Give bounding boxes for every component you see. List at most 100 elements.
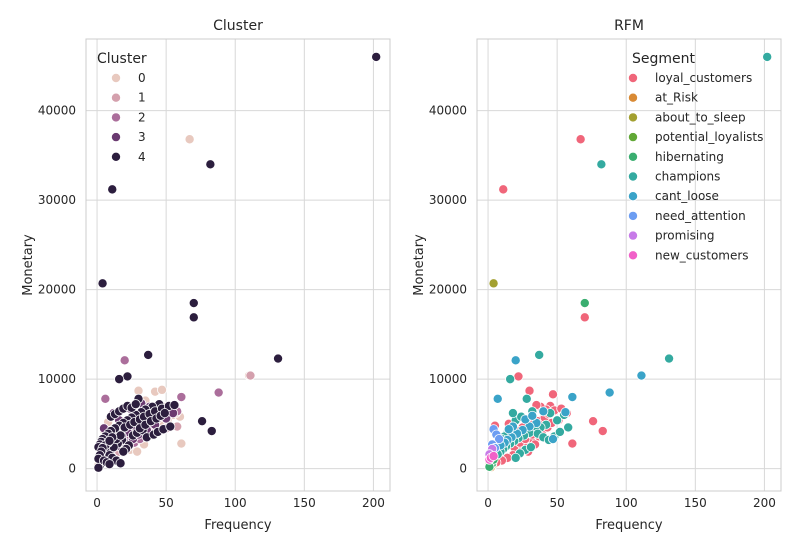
y-tick-label: 20000 bbox=[429, 283, 467, 297]
legend-marker bbox=[628, 171, 639, 182]
data-point bbox=[588, 416, 599, 427]
data-point bbox=[604, 387, 615, 398]
y-tick-label: 30000 bbox=[429, 193, 467, 207]
data-point bbox=[505, 374, 516, 385]
data-point bbox=[114, 374, 125, 385]
data-point bbox=[596, 159, 607, 170]
x-tick-label: 0 bbox=[93, 496, 101, 510]
legend-marker bbox=[628, 210, 639, 221]
data-point bbox=[664, 353, 675, 364]
x-tick-label: 0 bbox=[484, 496, 492, 510]
data-point bbox=[579, 312, 590, 323]
data-point bbox=[498, 184, 509, 195]
y-axis-label: Monetary bbox=[21, 234, 36, 296]
legend-title: Segment bbox=[632, 51, 696, 67]
legend-entry-label: at_Risk bbox=[655, 91, 698, 105]
data-point bbox=[510, 452, 521, 463]
data-point bbox=[188, 312, 199, 323]
y-tick-label: 30000 bbox=[38, 193, 76, 207]
legend-entry-label: need_attention bbox=[655, 209, 746, 223]
legend-title: Cluster bbox=[97, 51, 147, 67]
data-point bbox=[567, 392, 578, 403]
data-point bbox=[104, 459, 115, 470]
y-tick-label: 0 bbox=[459, 462, 467, 476]
data-point bbox=[205, 159, 216, 170]
data-point bbox=[488, 278, 499, 289]
data-point bbox=[560, 407, 571, 418]
legend-entry-label: 2 bbox=[138, 110, 146, 124]
data-point bbox=[534, 349, 545, 360]
legend-entry-label: hibernating bbox=[655, 150, 724, 164]
data-point bbox=[184, 134, 195, 145]
x-tick-label: 150 bbox=[684, 496, 707, 510]
legend-marker bbox=[111, 151, 122, 162]
legend-entry-label: 4 bbox=[138, 150, 146, 164]
data-point bbox=[97, 278, 108, 289]
data-point bbox=[143, 349, 154, 360]
legend-entry-label: cant_loose bbox=[655, 189, 719, 203]
x-tick-label: 50 bbox=[550, 496, 565, 510]
data-point bbox=[579, 298, 590, 309]
data-point bbox=[538, 406, 549, 417]
legend: Segment loyal_customers at_Risk about_to_sl… bbox=[628, 51, 763, 262]
data-point bbox=[119, 355, 130, 366]
data-point bbox=[118, 446, 129, 457]
data-point bbox=[206, 426, 217, 437]
data-point bbox=[762, 51, 773, 62]
legend-marker bbox=[628, 132, 639, 143]
data-point bbox=[159, 408, 170, 419]
data-point bbox=[371, 51, 382, 62]
data-point bbox=[176, 438, 187, 449]
data-point bbox=[115, 458, 126, 469]
data-point bbox=[507, 408, 518, 419]
data-point bbox=[521, 393, 532, 404]
data-point bbox=[122, 371, 133, 382]
data-point bbox=[636, 370, 647, 381]
points-layer bbox=[484, 51, 773, 473]
y-tick-label: 20000 bbox=[38, 283, 76, 297]
data-point bbox=[525, 442, 536, 453]
legend-entry-label: new_customers bbox=[655, 248, 749, 262]
legend-marker bbox=[628, 92, 639, 103]
legend-marker bbox=[111, 112, 122, 123]
data-point bbox=[567, 438, 578, 449]
data-point bbox=[176, 392, 187, 403]
legend-marker bbox=[628, 151, 639, 162]
legend-marker bbox=[628, 250, 639, 261]
y-axis-label: Monetary bbox=[412, 234, 427, 296]
data-point bbox=[130, 399, 141, 410]
y-tick-label: 40000 bbox=[429, 104, 467, 118]
x-tick-label: 100 bbox=[224, 496, 247, 510]
legend-entry-label: promising bbox=[655, 229, 714, 243]
legend-entry-label: loyal_customers bbox=[655, 71, 752, 85]
data-point bbox=[492, 393, 503, 404]
y-tick-label: 40000 bbox=[38, 104, 76, 118]
legend-marker bbox=[111, 92, 122, 103]
data-point bbox=[494, 434, 505, 445]
legend-entry-label: about_to_sleep bbox=[655, 110, 746, 124]
data-point bbox=[197, 416, 208, 427]
x-tick-label: 150 bbox=[293, 496, 316, 510]
data-point bbox=[575, 134, 586, 145]
data-point bbox=[156, 384, 167, 395]
x-tick-label: 200 bbox=[362, 496, 385, 510]
y-tick-label: 0 bbox=[68, 462, 76, 476]
legend: Cluster 0 1 2 3 4 bbox=[97, 51, 147, 164]
legend-marker bbox=[628, 112, 639, 123]
data-point bbox=[100, 393, 111, 404]
legend-entry-label: 1 bbox=[138, 91, 146, 105]
legend-entry-label: champions bbox=[655, 170, 720, 184]
data-point bbox=[527, 410, 538, 421]
points-layer bbox=[93, 51, 382, 473]
data-point bbox=[548, 434, 559, 445]
data-point bbox=[188, 298, 199, 309]
x-tick-label: 50 bbox=[159, 496, 174, 510]
data-point bbox=[107, 184, 118, 195]
chart-title: RFM bbox=[614, 18, 644, 34]
data-point bbox=[273, 353, 284, 364]
data-point bbox=[510, 355, 521, 366]
data-point bbox=[488, 451, 499, 462]
legend-marker bbox=[628, 73, 639, 84]
